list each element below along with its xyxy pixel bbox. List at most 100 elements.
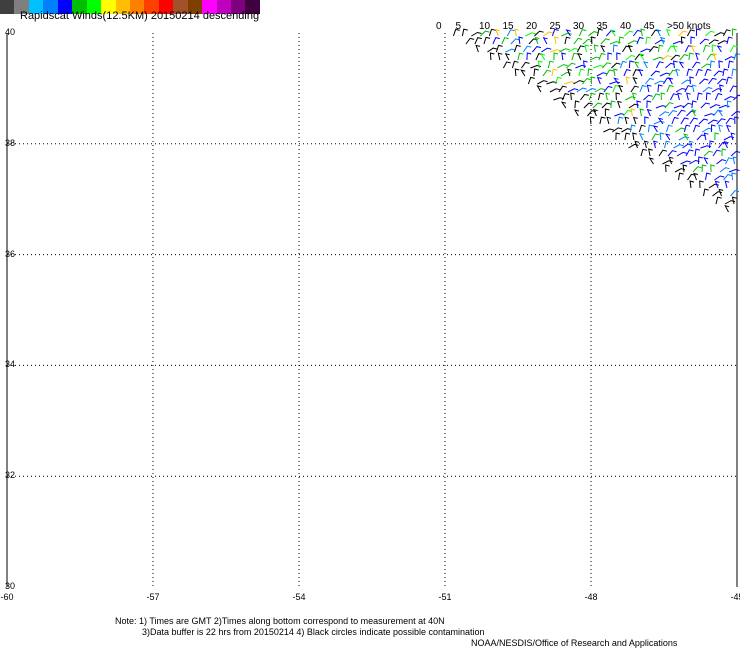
legend-label: >50 knots [667,21,711,32]
legend-swatch-15 [216,0,231,14]
wind-barb [665,124,673,133]
wind-barb [625,76,631,85]
wind-barb [675,127,686,133]
wind-barb [661,55,672,61]
wind-barb [627,44,633,53]
wind-barb [702,86,713,93]
wind-barb [625,54,636,61]
legend-swatch-10 [144,0,159,14]
wind-barb [708,77,717,85]
wind-barb [510,38,520,45]
wind-barb [686,110,696,117]
wind-barb [707,119,718,125]
wind-barb [668,156,674,165]
wind-barb [667,77,674,85]
wind-barb [730,150,740,157]
wind-barb [551,68,558,77]
wind-barb [700,102,710,109]
wind-barb [604,108,610,116]
wind-barb [639,53,645,61]
wind-barb [693,172,699,181]
wind-barb [719,84,724,93]
wind-barb [678,136,690,141]
wind-barb [583,60,588,69]
wind-barb [662,160,673,165]
wind-barbs [452,28,740,213]
wind-barb [704,113,716,117]
wind-barb [640,48,651,53]
wind-barb [675,87,687,93]
wind-barb [732,156,738,165]
wind-barb [592,108,598,117]
wind-barb [568,47,579,53]
wind-barb [717,40,729,45]
wind-barb [675,68,681,77]
wind-barb [718,60,724,69]
wind-barb [643,140,649,149]
wind-barb [480,30,490,37]
wind-barb [617,116,624,125]
lat-tick-label: 34 [5,359,16,370]
wind-barb [502,61,511,69]
wind-barb [689,117,698,125]
wind-barb [729,85,738,93]
wind-barb [584,44,590,53]
wind-barb [726,36,733,45]
wind-barb [554,76,562,85]
wind-barb [599,116,606,125]
wind-barb [623,69,631,77]
wind-barb [664,140,671,149]
wind-barb [573,80,584,85]
wind-barb [734,116,739,125]
wind-barb [672,44,678,53]
wind-barb [730,132,736,141]
wind-barb [520,61,530,69]
wind-barb [664,102,674,109]
wind-barb [712,149,721,157]
wind-barb [666,84,674,93]
wind-barb [541,47,552,53]
wind-barb [557,64,568,69]
wind-barb [657,44,664,53]
wind-barb [618,36,625,45]
lon-tick-label: -60 [0,592,14,602]
wind-barb [664,133,671,141]
wind-barb [489,52,495,61]
wind-barb [686,68,693,77]
wind-barb [659,72,671,77]
wind-barb [646,100,652,109]
wind-barb [682,102,693,109]
legend-swatch-4 [57,0,73,14]
wind-barb [644,116,649,125]
wind-barb [629,124,636,133]
wind-barb [696,92,703,101]
wind-barb [588,31,599,37]
wind-barb [645,77,654,85]
wind-barb [712,52,718,61]
wind-barb [475,44,481,53]
credit-line: NOAA/NESDIS/Office of Research and Appli… [471,638,678,648]
wind-barb [609,81,621,85]
lat-tick-label: 38 [5,137,16,148]
wind-barb [611,62,621,69]
legend-label: 30 [573,21,585,32]
wind-barb [567,68,572,77]
wind-barb [615,92,621,101]
wind-barb [628,143,639,149]
wind-barb [612,84,620,93]
legend-swatch-14 [202,0,217,14]
wind-barb [659,132,665,141]
wind-barb [602,62,612,69]
wind-barb [565,29,571,37]
wind-barb [648,148,653,157]
wind-barb [676,151,688,157]
wind-barb [452,28,460,37]
wind-barb [590,76,596,84]
wind-barb [724,180,730,189]
wind-barb [725,124,731,133]
legend-label: 20 [526,21,538,32]
wind-barb [667,150,677,157]
wind-barb [703,150,714,157]
wind-barb [506,29,515,37]
wind-barb [684,85,693,93]
